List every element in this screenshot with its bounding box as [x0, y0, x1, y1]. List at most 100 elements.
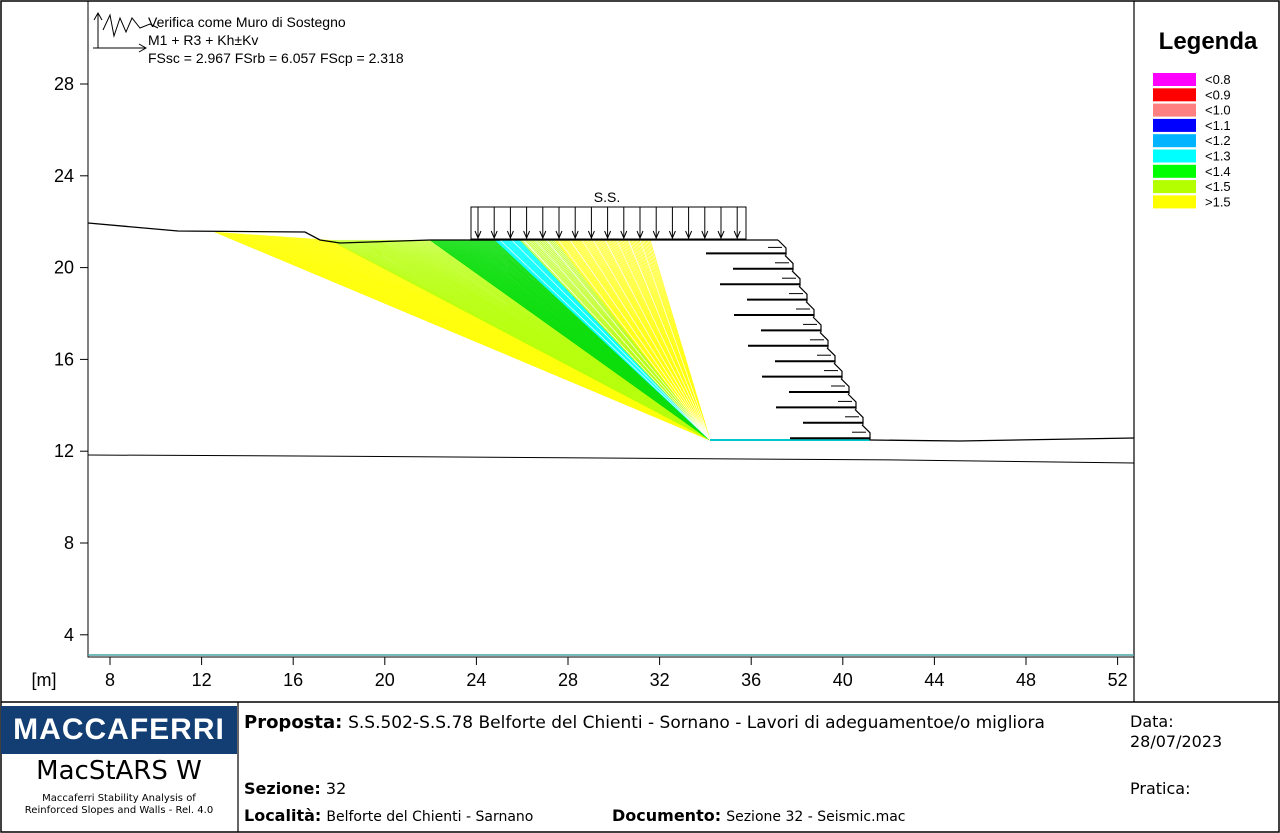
slip-surface: [546, 239, 711, 441]
data-value: 28/07/2023: [1130, 732, 1223, 751]
x-tick-label: 32: [650, 670, 670, 690]
load-arrow-head: [668, 230, 676, 240]
y-tick-label: 4: [64, 625, 74, 645]
slip-surface-group: [329, 239, 711, 441]
legend-label: <1.3: [1205, 149, 1231, 164]
slip-surface: [639, 239, 711, 441]
load-arrow-head: [490, 230, 498, 240]
x-tick-label: 40: [833, 670, 853, 690]
sezione-label: Sezione:: [244, 779, 321, 798]
localita-value: Belforte del Chienti - Sarnano: [326, 809, 534, 825]
localita-row: Località: Belforte del Chienti - Sarnano: [244, 806, 533, 825]
legend-swatch: [1153, 134, 1196, 148]
load-arrow-head: [587, 230, 595, 240]
legend-swatch: [1153, 103, 1196, 117]
y-tick-label: 20: [54, 258, 74, 278]
load-arrow-head: [652, 230, 660, 240]
load-arrow-head: [636, 230, 644, 240]
proposta-value: S.S.502-S.S.78 Belforte del Chienti - So…: [348, 713, 1045, 733]
load-arrow-head: [555, 230, 563, 240]
load-box: [470, 206, 747, 240]
x-tick-label: 20: [375, 670, 395, 690]
slip-surface: [523, 239, 711, 441]
slip-surface-fans: [214, 231, 711, 441]
x-tick-label: 28: [558, 670, 578, 690]
load-arrow-head: [604, 230, 612, 240]
slip-surface: [558, 239, 711, 441]
slip-surface: [581, 239, 711, 441]
load-arrow-head: [474, 230, 482, 240]
maccaferri-logo: MACCAFERRI: [1, 706, 237, 754]
slip-surface: [628, 239, 711, 441]
documento-value: Sezione 32 - Seismic.mac: [726, 809, 906, 825]
data-label: Data:: [1130, 712, 1174, 731]
legend-label: <1.4: [1205, 164, 1231, 179]
legend-swatch: [1153, 88, 1196, 102]
legend-label: <0.9: [1205, 87, 1231, 102]
legend-swatch: [1153, 180, 1196, 194]
x-tick-label: 24: [466, 670, 486, 690]
x-tick-label: 8: [105, 670, 115, 690]
x-tick-label: 44: [924, 670, 944, 690]
y-tick-label: 12: [54, 441, 74, 461]
analysis-icon: [93, 11, 159, 53]
proposta-row: Proposta: S.S.502-S.S.78 Belforte del Ch…: [244, 712, 1045, 733]
legend-label: >1.5: [1205, 194, 1231, 209]
slip-surface: [604, 239, 711, 441]
slip-surface-group: [499, 239, 711, 441]
y-tick-label: 16: [54, 349, 74, 369]
program-name: MacStARS W: [36, 756, 202, 786]
slip-surface: [534, 239, 711, 441]
legend-swatch: [1153, 149, 1196, 163]
data-block: Data: 28/07/2023: [1128, 712, 1223, 752]
proposta-label: Proposta:: [244, 712, 343, 733]
sezione-row: Sezione: 32: [244, 779, 346, 798]
legend-swatch: [1153, 195, 1196, 209]
legend-swatch: [1153, 118, 1196, 132]
load-arrow-head: [620, 230, 628, 240]
program-desc-line-2: Reinforced Slopes and Walls - Rel. 4.0: [24, 805, 214, 816]
load-arrow-head: [701, 230, 709, 240]
program-description: Maccaferri Stability Analysis of Reinfor…: [0, 793, 238, 817]
x-tick-label: 52: [1108, 670, 1128, 690]
documento-row: Documento: Sezione 32 - Seismic.mac: [612, 806, 905, 825]
legend-label: <1.2: [1205, 133, 1231, 148]
surcharge-load: [470, 206, 747, 240]
safety-factors: FSsc = 2.967 FSrb = 6.057 FScp = 2.318: [148, 50, 404, 66]
sezione-value: 32: [325, 779, 347, 798]
load-arrow-head: [506, 230, 514, 240]
load-arrow-head: [523, 230, 531, 240]
slip-surface: [649, 239, 711, 441]
ground-profile-downstream: [869, 437, 1135, 442]
legend-label: <0.8: [1205, 72, 1231, 87]
analysis-title: Verifica come Muro di Sostegno: [148, 14, 346, 30]
load-arrow-head: [539, 230, 547, 240]
legend-label: <1.0: [1205, 103, 1231, 118]
slip-surface: [569, 239, 711, 441]
load-arrow-head: [685, 230, 693, 240]
y-tick-label: 28: [54, 74, 74, 94]
documento-label: Documento:: [612, 806, 722, 825]
load-label: S.S.: [594, 189, 620, 205]
y-tick-label: 8: [64, 533, 74, 553]
x-tick-label: 16: [283, 670, 303, 690]
ground-profile-upstream: [87, 222, 500, 244]
soil-layer-line: [87, 454, 1135, 464]
legend-label: <1.5: [1205, 179, 1231, 194]
unit-label: [m]: [32, 670, 57, 690]
localita-label: Località:: [244, 806, 322, 825]
slip-surface: [511, 239, 711, 441]
program-desc-line-1: Maccaferri Stability Analysis of: [42, 793, 196, 804]
legend-label: <1.1: [1205, 118, 1231, 133]
y-tick-label: 24: [54, 166, 74, 186]
load-arrow-head: [571, 230, 579, 240]
legend: <0.8<0.9<1.0<1.1<1.2<1.3<1.4<1.5>1.5: [1153, 72, 1231, 209]
load-arrow-head: [733, 230, 741, 240]
analysis-combination: M1 + R3 + Kh±Kv: [148, 32, 258, 48]
slip-surface: [616, 239, 711, 441]
x-tick-label: 12: [192, 670, 212, 690]
load-arrow-head: [717, 230, 725, 240]
slip-surface: [593, 239, 711, 441]
slip-surface: [499, 239, 711, 441]
